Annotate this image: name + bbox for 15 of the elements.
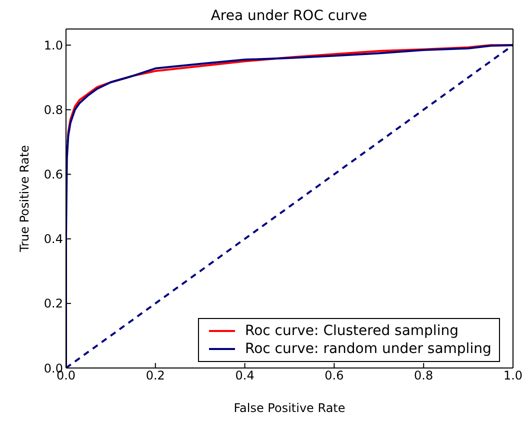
legend-label: Roc curve: random under sampling [245,340,492,358]
y-tick-label: 0.6 [44,168,63,182]
y-tick-label: 1.0 [44,38,63,52]
x-tick-label: 1.0 [503,368,523,383]
x-tick-label: 0.8 [414,368,434,383]
legend-label: Roc curve: Clustered sampling [245,322,458,340]
x-tick-label: 0.4 [235,368,254,383]
y-tick-label: 0.4 [44,232,63,246]
x-axis-title: False Positive Rate [234,401,346,415]
y-tick-label: 0.2 [44,296,63,311]
x-tick-label: 0.2 [146,368,165,383]
y-tick-label: 0.8 [44,102,63,117]
x-tick-label: 0.6 [324,368,344,383]
y-axis-title: True Positive Rate [17,145,32,253]
chart-title: Area under ROC curve [210,8,368,26]
